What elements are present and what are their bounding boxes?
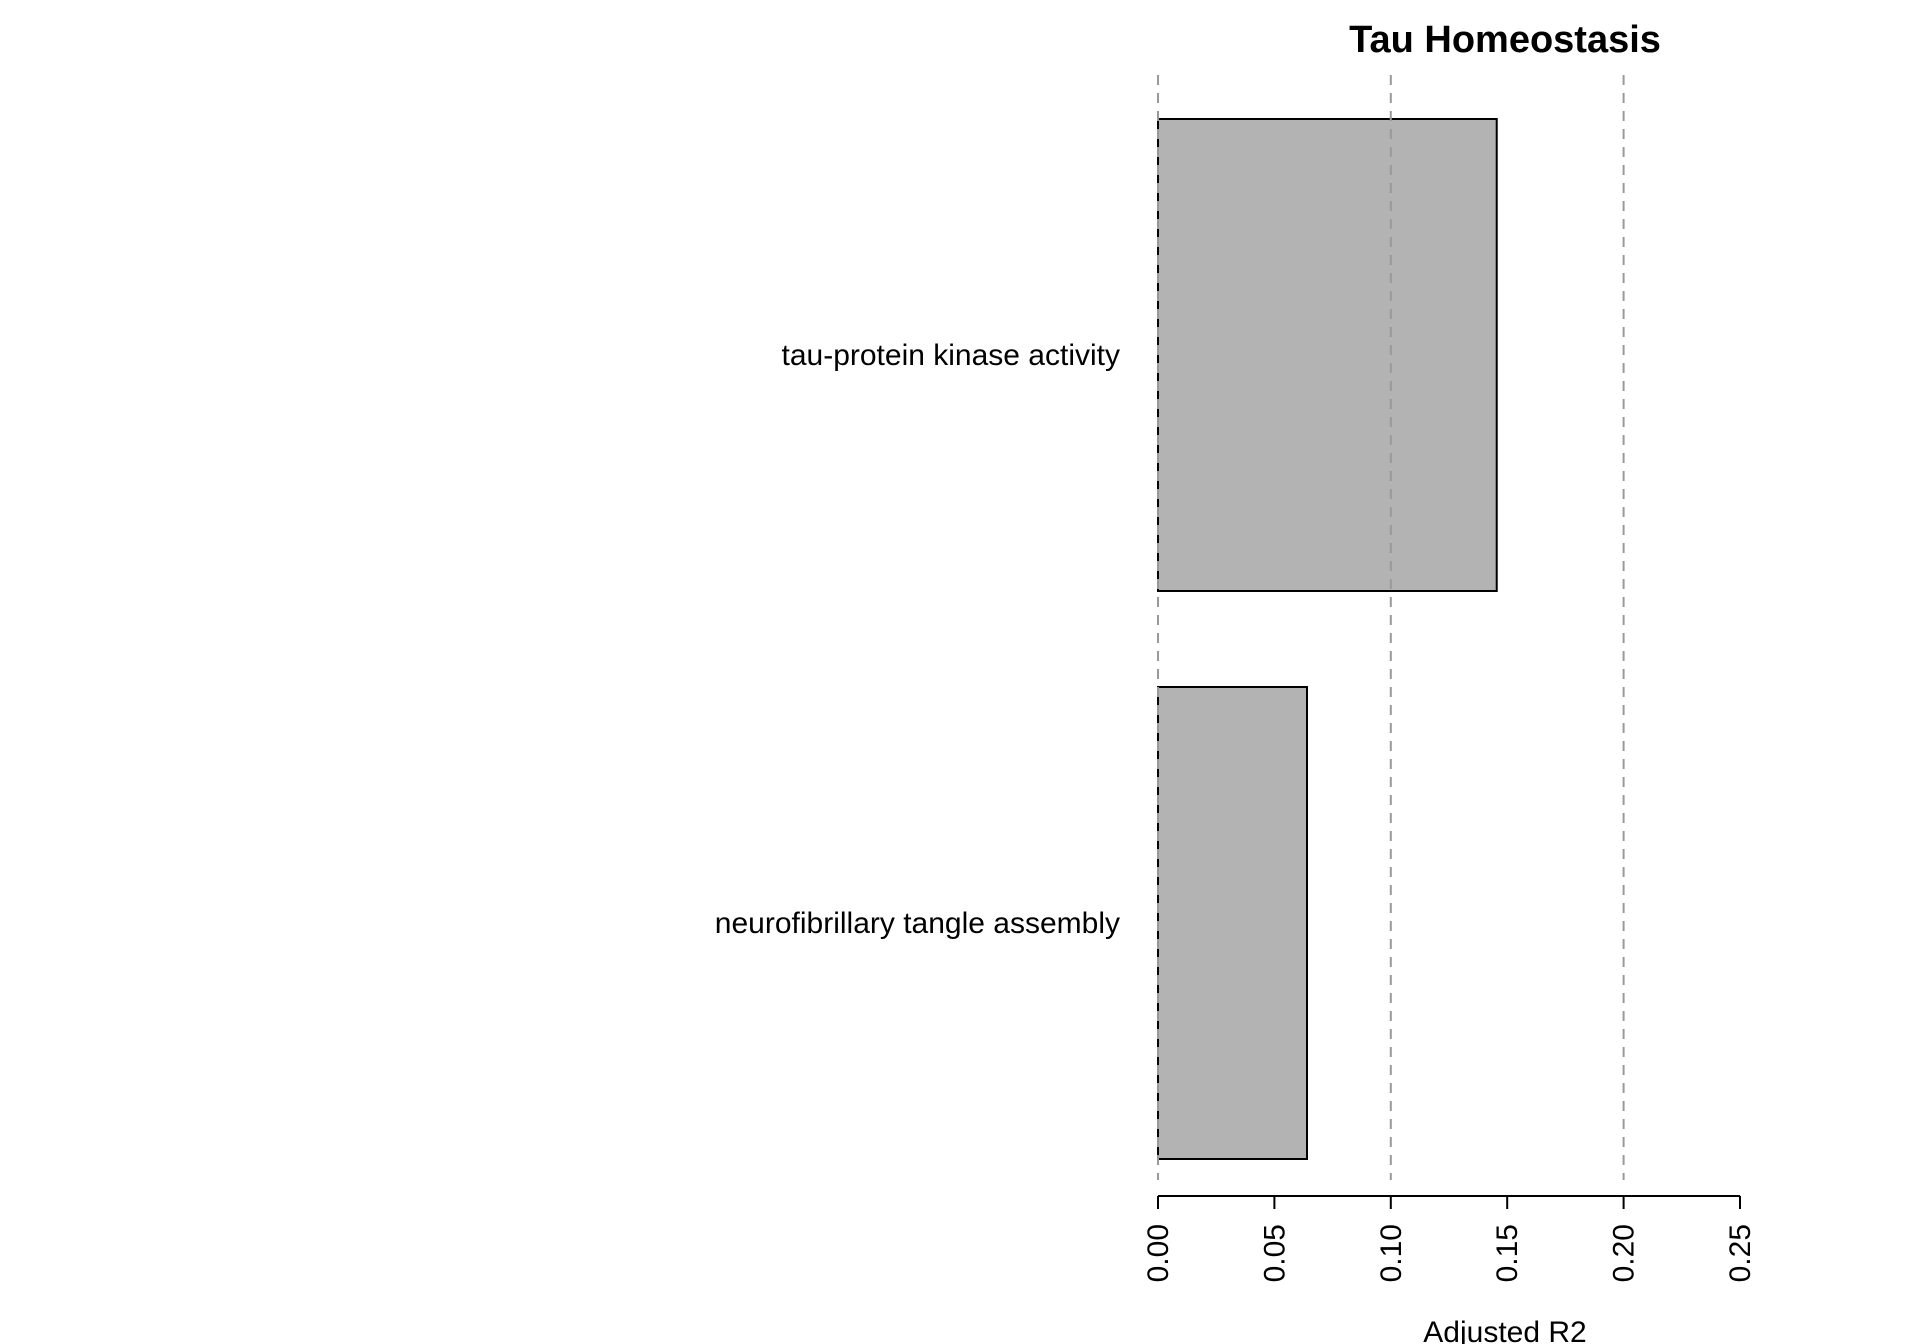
bar (1157, 118, 1498, 592)
x-tick-label: 0.15 (1491, 1224, 1524, 1282)
category-label: tau-protein kinase activity (782, 339, 1121, 372)
category-labels: neurofibrillary tangle assembly tau-prote… (715, 339, 1120, 940)
x-tick-label: 0.20 (1608, 1224, 1641, 1282)
x-tick-label: 0.25 (1724, 1224, 1757, 1282)
x-tick-label: 0.05 (1258, 1224, 1291, 1282)
x-tick-label: 0.00 (1142, 1224, 1175, 1282)
category-label: neurofibrillary tangle assembly (715, 907, 1120, 940)
x-tick-label: 0.10 (1375, 1224, 1408, 1282)
chart-title: Tau Homeostasis (1349, 19, 1661, 61)
bars (1157, 118, 1498, 1160)
bar (1157, 686, 1308, 1160)
x-axis-title: Adjusted R2 (1423, 1316, 1586, 1344)
x-axis: 0.00 0.05 0.10 0.15 0.20 0.25 (1142, 1195, 1757, 1282)
reference-lines (1157, 75, 1625, 1180)
